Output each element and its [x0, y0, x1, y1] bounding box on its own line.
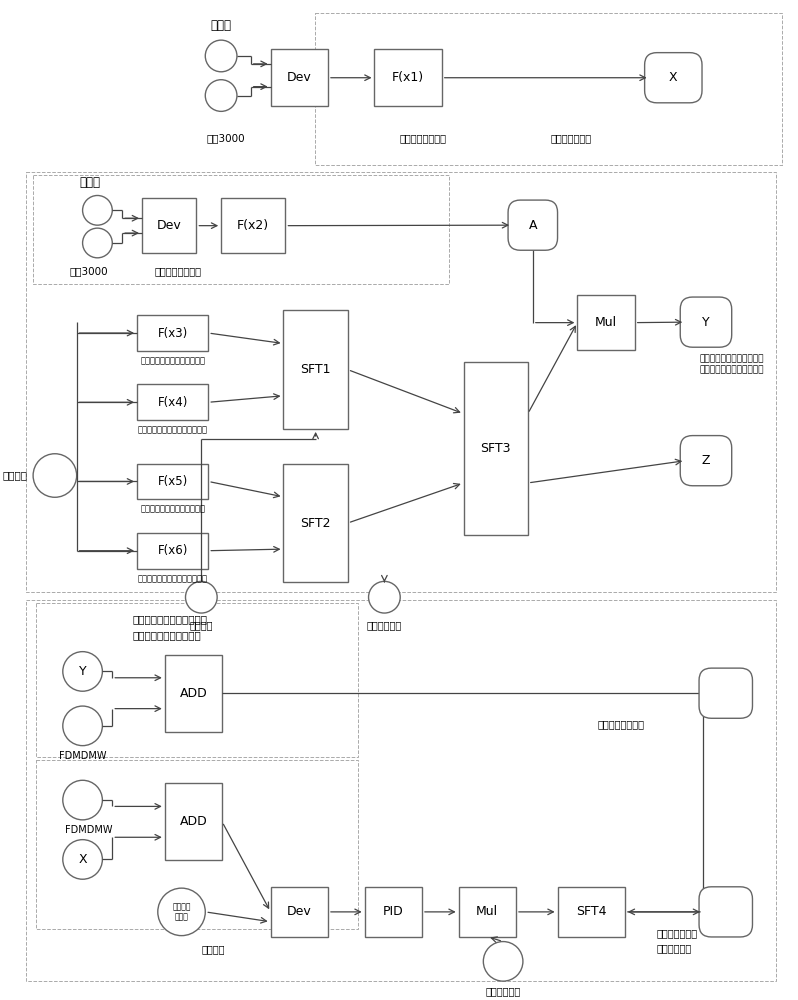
Text: 定值3000: 定值3000	[69, 266, 109, 276]
Bar	[137, 533, 208, 569]
Circle shape	[205, 80, 237, 111]
Text: 阀位控制流量指令: 阀位控制流量指令	[597, 719, 644, 729]
FancyBboxPatch shape	[645, 53, 702, 103]
Bar	[164, 655, 222, 732]
Bar	[26, 172, 776, 592]
Text: F(x3): F(x3)	[157, 327, 188, 340]
Bar	[315, 13, 782, 165]
Text: Z: Z	[701, 454, 710, 467]
Circle shape	[158, 888, 205, 936]
Text: 功率控制投入: 功率控制投入	[367, 620, 402, 630]
Text: 一次调频负荷量: 一次调频负荷量	[551, 133, 592, 143]
Bar	[137, 464, 208, 499]
Bar	[26, 600, 776, 981]
Text: F(x5): F(x5)	[157, 475, 188, 488]
Text: 阀位控制或功率: 阀位控制或功率	[657, 929, 697, 939]
Circle shape	[484, 942, 523, 981]
Circle shape	[82, 228, 113, 258]
Bar	[137, 384, 208, 420]
Text: Mul: Mul	[595, 316, 617, 329]
FancyBboxPatch shape	[699, 887, 753, 937]
Bar	[271, 887, 328, 937]
Text: 控制流量指令: 控制流量指令	[657, 943, 692, 953]
Text: 功率控制单阀前馈量修正函数: 功率控制单阀前馈量修正函数	[140, 356, 205, 365]
Text: 实际功率: 实际功率	[201, 944, 225, 954]
Text: 实际负荷: 实际负荷	[2, 471, 27, 481]
Text: Mul: Mul	[476, 905, 499, 918]
Bar	[36, 760, 358, 929]
Bar	[464, 362, 527, 535]
Text: FDMDMW: FDMDMW	[59, 751, 106, 761]
Text: SFT4: SFT4	[576, 905, 606, 918]
FancyBboxPatch shape	[680, 436, 732, 486]
Text: FDMDMW: FDMDMW	[65, 825, 113, 835]
Bar	[271, 49, 328, 106]
Text: Dev: Dev	[287, 905, 312, 918]
Text: Dev: Dev	[156, 219, 181, 232]
Text: 转速值: 转速值	[80, 176, 101, 189]
Text: PID: PID	[383, 905, 404, 918]
Circle shape	[369, 581, 401, 613]
Text: ADD: ADD	[180, 815, 207, 828]
Bar	[577, 295, 634, 350]
Circle shape	[205, 40, 237, 72]
Bar	[558, 887, 625, 937]
Text: 定值3000: 定值3000	[206, 133, 245, 143]
Text: F(x2): F(x2)	[237, 219, 270, 232]
FancyBboxPatch shape	[680, 297, 732, 347]
Circle shape	[82, 195, 113, 225]
Circle shape	[33, 454, 77, 497]
Bar	[137, 315, 208, 351]
Text: SFT1: SFT1	[300, 363, 331, 376]
Text: 一次调频阀位控制流量指令
或一次调频功率控制前馈量: 一次调频阀位控制流量指令 或一次调频功率控制前馈量	[699, 355, 764, 374]
Bar	[283, 310, 348, 429]
Text: 阀位控制顺序阀调频量修正函数: 阀位控制顺序阀调频量修正函数	[137, 574, 207, 583]
Text: ADD: ADD	[180, 687, 207, 700]
Circle shape	[185, 581, 217, 613]
Text: F(x4): F(x4)	[157, 396, 188, 409]
Text: F(x6): F(x6)	[157, 544, 188, 557]
Text: Y: Y	[702, 316, 709, 329]
Text: X: X	[669, 71, 678, 84]
Bar	[374, 49, 442, 106]
Text: F(x1): F(x1)	[392, 71, 425, 84]
Circle shape	[63, 780, 102, 820]
Bar	[36, 603, 358, 757]
Bar	[221, 198, 286, 253]
Circle shape	[63, 706, 102, 746]
Text: 一次调频阀位控制调频量或: 一次调频阀位控制调频量或	[132, 614, 207, 624]
Text: A: A	[528, 219, 537, 232]
Text: Dev: Dev	[287, 71, 312, 84]
Text: 单阀控制: 单阀控制	[190, 620, 213, 630]
Circle shape	[63, 652, 102, 691]
Bar	[164, 783, 222, 860]
Text: 功率控制顺序阀前馈量修正函数: 功率控制顺序阀前馈量修正函数	[137, 425, 207, 434]
Bar	[459, 887, 516, 937]
Bar	[142, 198, 196, 253]
Text: SFT2: SFT2	[300, 517, 331, 530]
Text: X: X	[78, 853, 87, 866]
Circle shape	[63, 840, 102, 879]
Text: 一次调频功率控制前馈量: 一次调频功率控制前馈量	[132, 630, 201, 640]
Text: Y: Y	[79, 665, 86, 678]
Bar	[365, 887, 422, 937]
Text: 转差对应负荷函数: 转差对应负荷函数	[399, 133, 446, 143]
Text: 阀位控制投入: 阀位控制投入	[485, 986, 521, 996]
Bar	[33, 175, 448, 284]
Text: 转差对应负荷函数: 转差对应负荷函数	[155, 266, 202, 276]
Text: 转速值: 转速值	[211, 19, 231, 32]
Text: SFT3: SFT3	[480, 442, 511, 455]
Bar	[283, 464, 348, 582]
Text: 一次调频
负荷量: 一次调频 负荷量	[172, 902, 191, 922]
Text: 阀位控制单阀调频量修正函数: 阀位控制单阀调频量修正函数	[140, 505, 205, 514]
FancyBboxPatch shape	[699, 668, 753, 718]
FancyBboxPatch shape	[508, 200, 558, 250]
